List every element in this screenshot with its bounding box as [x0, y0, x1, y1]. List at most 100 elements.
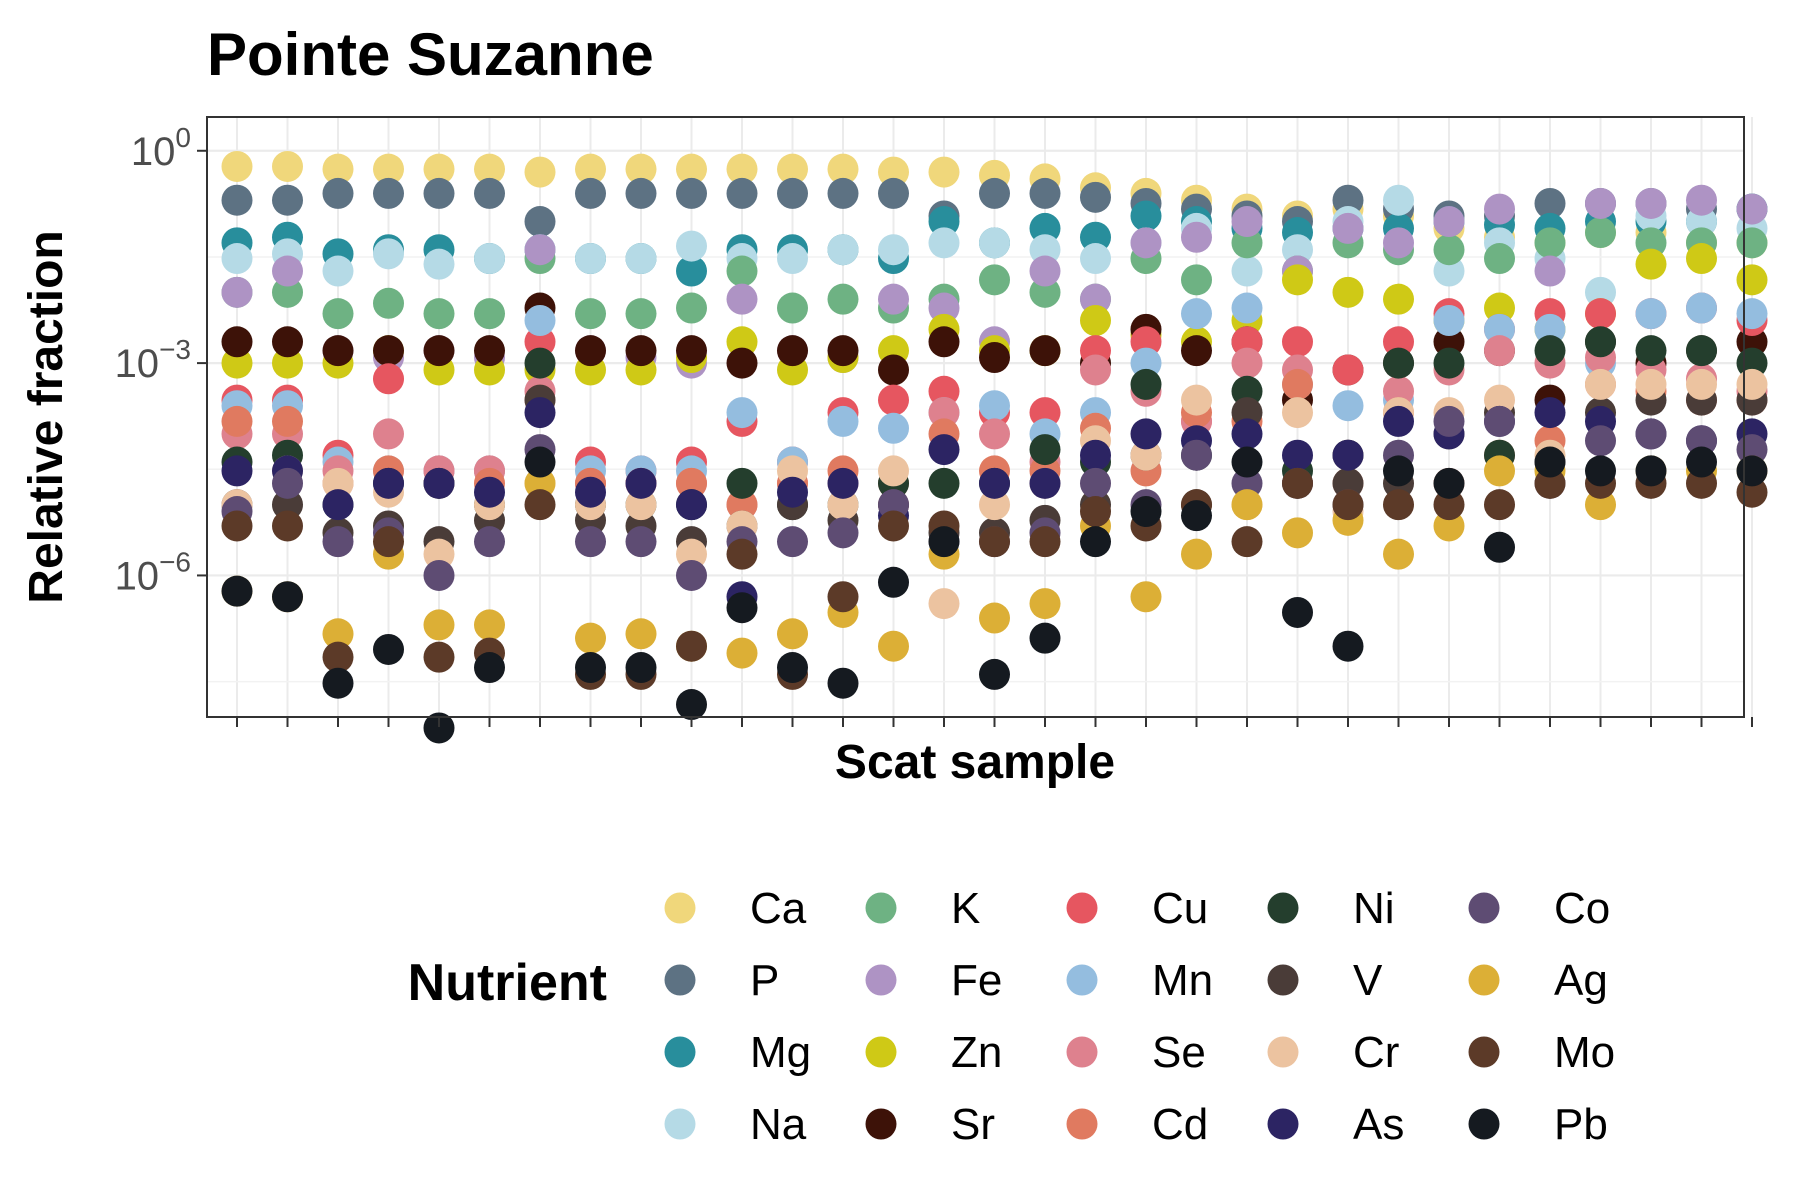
point-cd [676, 467, 707, 499]
point-ag [979, 602, 1010, 634]
point-sr [928, 326, 960, 358]
legend-key-sr [865, 1108, 897, 1140]
point-as [322, 489, 354, 521]
point-na [1231, 255, 1263, 287]
point-ni [1635, 335, 1667, 367]
point-se [373, 418, 404, 450]
point-ag [1231, 489, 1263, 521]
point-cd [221, 405, 253, 437]
point-ca [676, 153, 707, 185]
y-tick-label: 10−3 [115, 334, 191, 386]
legend-key-na [664, 1108, 696, 1140]
point-co [272, 467, 303, 499]
legend-label-ag: Ag [1554, 956, 1608, 1005]
point-ag [423, 609, 455, 641]
point-mn [1181, 298, 1212, 330]
point-cd [272, 405, 303, 437]
point-mn [878, 412, 909, 444]
point-sr [1433, 326, 1465, 358]
point-se [1484, 335, 1515, 367]
point-fe [1383, 227, 1414, 259]
point-fe [1484, 193, 1515, 225]
point-co [625, 526, 657, 558]
point-mo [1484, 489, 1515, 521]
point-pb [827, 667, 859, 699]
point-mo [1029, 526, 1061, 558]
point-as [1332, 439, 1364, 471]
point-cu [928, 375, 960, 407]
point-k [1534, 227, 1566, 259]
point-p [322, 177, 354, 209]
point-pb [1534, 446, 1566, 478]
point-cu [1130, 326, 1162, 358]
point-sr [1181, 335, 1212, 367]
legend-label-k: K [951, 884, 980, 933]
point-p [272, 184, 303, 216]
point-p [827, 177, 859, 209]
point-na [979, 227, 1010, 259]
point-cu [1029, 397, 1061, 429]
point-pb [777, 652, 808, 684]
point-pb [1332, 630, 1364, 662]
point-ag [575, 622, 606, 654]
point-p [524, 206, 556, 238]
point-p [676, 177, 707, 209]
point-mo [524, 489, 556, 521]
point-na [575, 243, 606, 275]
point-ag [474, 609, 505, 641]
point-pb [423, 712, 455, 744]
point-as [1534, 397, 1566, 429]
point-na [474, 243, 505, 275]
point-k [322, 298, 354, 330]
point-k [1585, 217, 1616, 249]
point-pb [1433, 467, 1465, 499]
point-as [1029, 467, 1061, 499]
point-ag [1585, 489, 1616, 521]
y-tick-label: 10−6 [115, 546, 191, 598]
point-as [777, 476, 808, 508]
point-pb [373, 633, 404, 665]
point-na [928, 227, 960, 259]
point-cu [1332, 354, 1364, 386]
point-zn [1383, 283, 1414, 315]
point-cr [777, 455, 808, 487]
point-sr [625, 335, 657, 367]
point-na [777, 243, 808, 275]
point-cu [373, 363, 404, 395]
point-co [878, 489, 909, 521]
point-k [1484, 243, 1515, 275]
point-k [575, 298, 606, 330]
legend-label-zn: Zn [951, 1028, 1002, 1077]
point-na [827, 234, 859, 266]
x-axis-label: Scat sample [835, 736, 1115, 789]
point-sr [1029, 335, 1061, 367]
point-pb [322, 667, 354, 699]
point-cr [979, 489, 1010, 521]
point-mo [423, 641, 455, 673]
point-ca [221, 150, 253, 182]
point-cr [827, 489, 859, 521]
y-tick-label: 100 [131, 122, 191, 174]
point-ca [474, 153, 505, 185]
point-co [575, 526, 606, 558]
point-as [423, 467, 455, 499]
point-ag [1383, 538, 1414, 570]
legend-label-ca: Ca [750, 884, 807, 933]
point-sr [777, 335, 808, 367]
point-fe [1686, 184, 1717, 216]
point-cr [676, 538, 707, 570]
point-zn [1080, 304, 1111, 336]
point-as [474, 476, 505, 508]
point-pb [1383, 455, 1414, 487]
point-co [676, 559, 707, 591]
legend-label-co: Co [1554, 884, 1610, 933]
point-co [827, 517, 859, 549]
point-mg [928, 206, 960, 238]
point-se [1231, 347, 1263, 379]
point-v [272, 489, 303, 521]
point-co [1231, 467, 1263, 499]
point-mo [1080, 496, 1111, 528]
point-pb [1484, 531, 1515, 563]
chart-title: Pointe Suzanne [207, 21, 654, 88]
